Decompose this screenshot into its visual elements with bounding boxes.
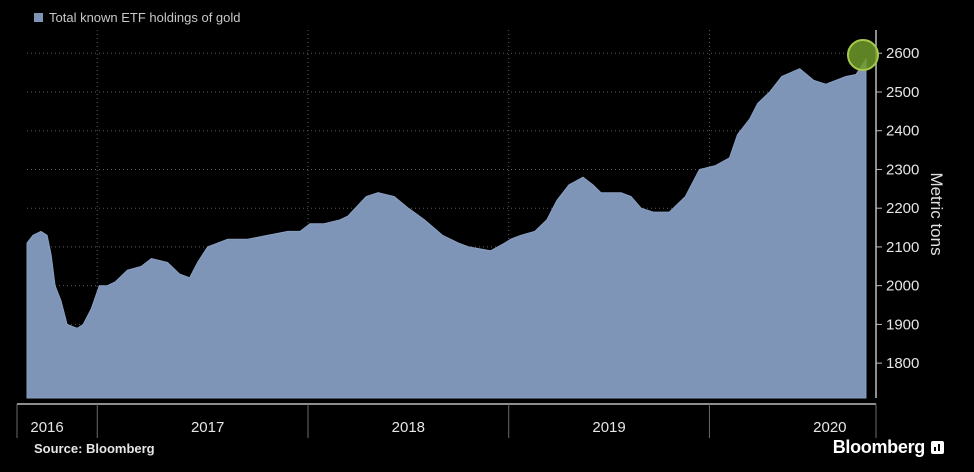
y-tick-label: 2100 — [886, 239, 919, 256]
highlight-marker-layer — [846, 38, 879, 71]
highlight-marker — [846, 38, 879, 71]
y-tick-label: 1800 — [886, 355, 919, 372]
y-tick-label: 2200 — [886, 200, 919, 217]
x-tick-labels: 2016 2017 2018 2019 2020 — [16, 404, 877, 438]
legend-swatch — [34, 12, 43, 22]
y-tick-label: 2600 — [886, 45, 919, 62]
legend-label: Total known ETF holdings of gold — [49, 9, 241, 25]
brand-chart-icon — [931, 441, 944, 454]
x-tick-label: 2019 — [592, 419, 625, 436]
y-tick-label: 2300 — [886, 161, 919, 178]
axes — [17, 30, 877, 405]
y-tick-label: 2500 — [886, 84, 919, 101]
y-tick-label: 2400 — [886, 123, 919, 140]
source-note: Source: Bloomberg — [34, 441, 155, 456]
legend: Total known ETF holdings of gold — [34, 9, 241, 25]
y-tick-label: 1900 — [886, 316, 919, 333]
series-area-path — [26, 57, 867, 399]
brand-logo: Bloomberg — [833, 437, 944, 458]
y-axis-label: Metric tons — [927, 172, 946, 255]
y-tick-labels: 1800 1900 2000 2100 2200 2300 2400 2500 2600 — [876, 45, 919, 372]
series-area — [26, 57, 867, 399]
x-tick-label: 2020 — [813, 419, 846, 436]
x-tick-label: 2016 — [30, 419, 63, 436]
x-tick-label: 2018 — [392, 419, 425, 436]
x-tick-label: 2017 — [191, 419, 224, 436]
y-tick-label: 2000 — [886, 278, 919, 295]
brand-name: Bloomberg — [832, 437, 926, 457]
